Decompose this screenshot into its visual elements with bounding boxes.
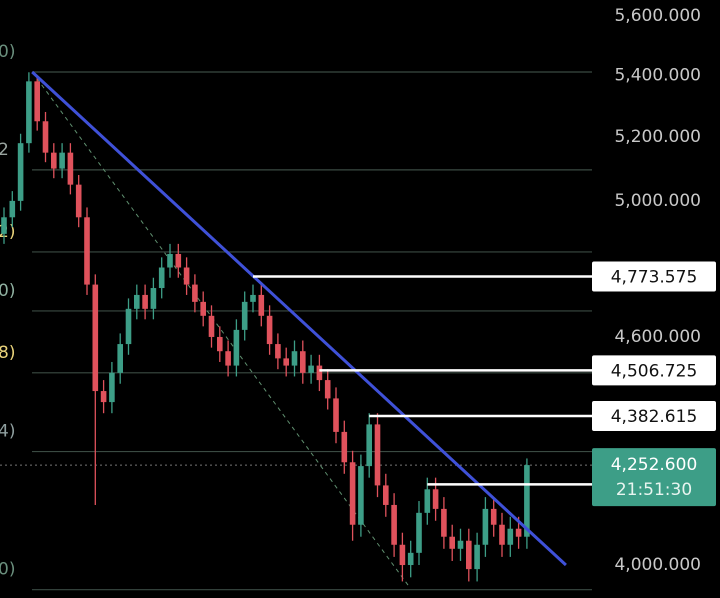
candle-body bbox=[183, 267, 190, 285]
candle-body bbox=[134, 294, 140, 309]
candle-body bbox=[324, 380, 331, 399]
level-label: 8) bbox=[0, 343, 15, 363]
candle-body bbox=[341, 431, 348, 463]
candle-body bbox=[374, 424, 381, 486]
y-tick-label: 5,400.000 bbox=[614, 65, 701, 85]
candle-body bbox=[233, 329, 240, 366]
y-tick-label: 5,000.000 bbox=[614, 191, 701, 211]
candle-body bbox=[125, 308, 132, 345]
candle-body bbox=[449, 536, 455, 549]
price-label: 4,382.615 bbox=[611, 407, 698, 427]
price-label-box bbox=[592, 261, 716, 292]
price-label-box bbox=[592, 400, 716, 431]
candle-body bbox=[100, 391, 107, 403]
candle-body bbox=[316, 365, 323, 381]
candle-body bbox=[300, 351, 306, 373]
current-price-box bbox=[592, 448, 716, 507]
trendline bbox=[31, 70, 567, 567]
candle-body bbox=[150, 288, 157, 309]
candle-body bbox=[399, 544, 406, 566]
candle-body bbox=[167, 253, 173, 268]
candle-body bbox=[51, 152, 57, 169]
candle-body bbox=[59, 152, 65, 169]
candle-body bbox=[142, 294, 148, 309]
candle-body bbox=[482, 508, 489, 545]
candle-body bbox=[424, 489, 431, 513]
y-tick-label: 5,600.000 bbox=[614, 6, 701, 26]
candle-body bbox=[75, 184, 82, 218]
candle-body bbox=[358, 466, 364, 525]
candle-body bbox=[457, 540, 464, 549]
candle-body bbox=[1, 217, 7, 234]
candle-body bbox=[366, 424, 372, 467]
y-tick-label: 4,600.000 bbox=[614, 327, 701, 347]
level-label: 0) bbox=[0, 281, 15, 301]
candle-body bbox=[175, 253, 182, 268]
candle-body bbox=[200, 301, 206, 316]
candle-body bbox=[225, 351, 231, 366]
candle-body bbox=[490, 508, 497, 525]
level-label: 0) bbox=[0, 560, 15, 580]
candle-body bbox=[416, 512, 422, 553]
level-label: 4) bbox=[0, 422, 15, 442]
candle-body bbox=[241, 301, 248, 330]
candle-body bbox=[291, 351, 298, 366]
candle-body bbox=[258, 294, 265, 316]
candle-body bbox=[67, 152, 74, 185]
candle-body bbox=[308, 365, 314, 373]
candle-body bbox=[158, 267, 165, 289]
candle-body bbox=[42, 121, 49, 153]
candle-body bbox=[92, 284, 99, 392]
candle-body bbox=[250, 294, 256, 302]
candle-body bbox=[283, 358, 289, 366]
candle-body bbox=[17, 143, 24, 201]
candle-body bbox=[117, 344, 123, 373]
level-label: 0) bbox=[0, 42, 15, 62]
y-tick-label: 5,200.000 bbox=[614, 127, 701, 147]
candle-body bbox=[333, 398, 339, 432]
candle-body bbox=[26, 81, 32, 144]
candle-body bbox=[192, 284, 198, 302]
candle-body bbox=[84, 217, 90, 285]
price-label: 4,506.725 bbox=[611, 361, 698, 381]
countdown: 21:51:30 bbox=[616, 480, 692, 500]
candle-body bbox=[208, 315, 215, 337]
candle-body bbox=[349, 462, 356, 525]
price-label-box bbox=[592, 355, 716, 386]
candle-body bbox=[466, 540, 472, 570]
candle-body bbox=[515, 528, 522, 537]
dashed-line bbox=[31, 71, 411, 588]
candle-body bbox=[34, 81, 40, 122]
candle-body bbox=[407, 552, 414, 566]
candle-body bbox=[9, 200, 16, 218]
candle-body bbox=[266, 315, 273, 345]
price-label: 4,773.575 bbox=[611, 268, 698, 288]
candle-body bbox=[441, 508, 447, 537]
candle-body bbox=[474, 544, 480, 570]
candle-body bbox=[391, 504, 397, 545]
level-label: 2 bbox=[0, 140, 9, 160]
candle-body bbox=[109, 372, 115, 403]
current-price-label: 4,252.600 bbox=[611, 455, 698, 475]
candle-body bbox=[524, 465, 530, 537]
candle-body bbox=[507, 528, 514, 545]
candle-body bbox=[499, 524, 505, 545]
candle-body bbox=[432, 489, 439, 509]
y-tick-label: 4,000.000 bbox=[614, 555, 701, 575]
candle-body bbox=[217, 336, 223, 352]
candle-body bbox=[275, 344, 281, 359]
candle-body bbox=[383, 485, 389, 505]
